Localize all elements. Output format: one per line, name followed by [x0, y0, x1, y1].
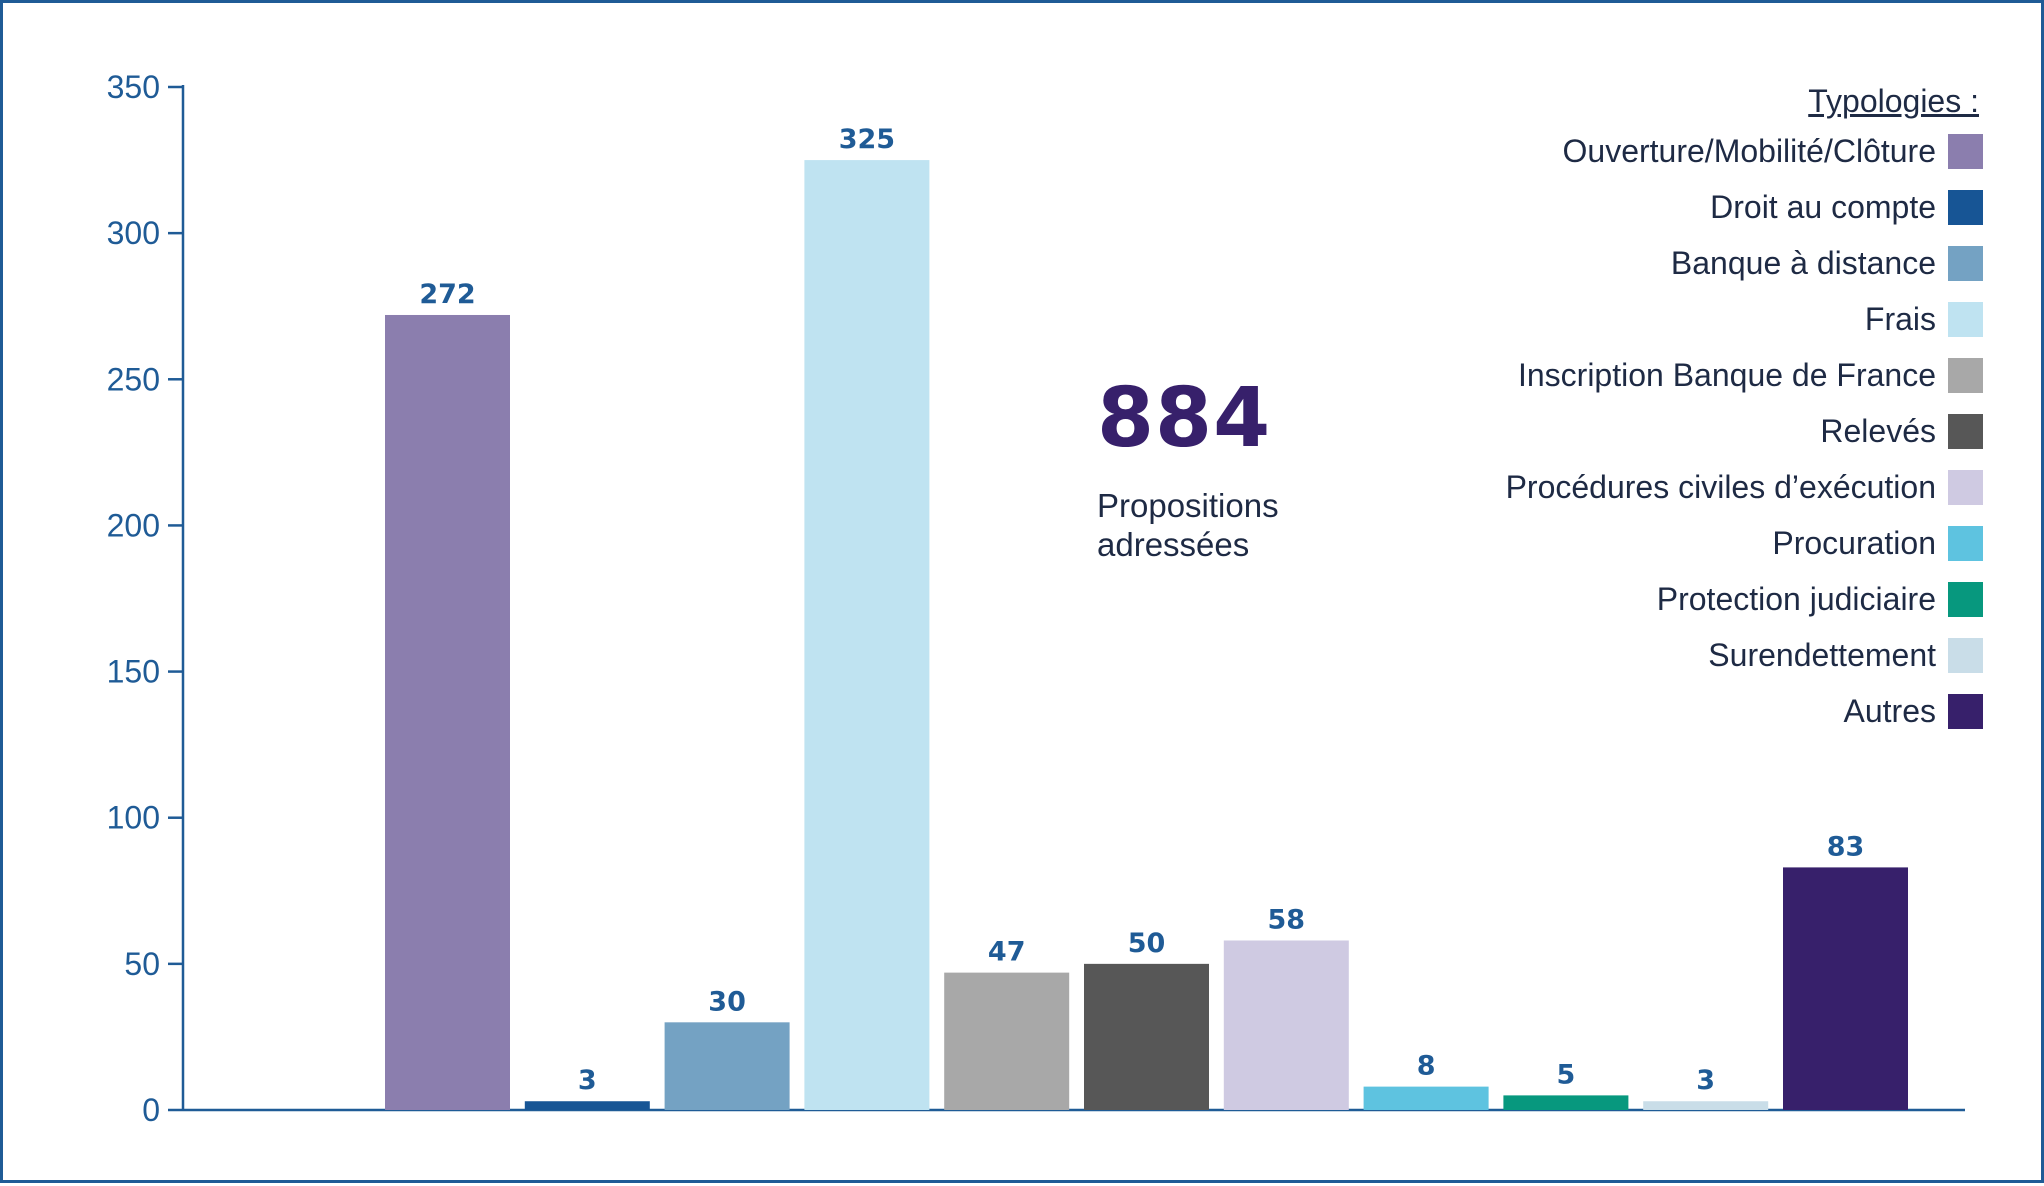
bars — [385, 160, 1908, 1111]
y-tick-label: 100 — [107, 800, 160, 836]
legend-label: Droit au compte — [1710, 188, 1936, 225]
bar-value-label: 58 — [1268, 904, 1306, 935]
legend-title: Typologies : — [1808, 83, 1979, 119]
y-tick-label: 350 — [107, 69, 160, 105]
legend-swatch — [1948, 469, 1983, 505]
legend-label: Autres — [1843, 692, 1936, 729]
bar — [1223, 940, 1349, 1110]
bar-value-label: 325 — [839, 124, 895, 155]
bar — [1783, 867, 1908, 1110]
legend-swatch — [1948, 581, 1983, 617]
y-tick-label: 0 — [142, 1092, 160, 1128]
bar-value-label: 3 — [1696, 1065, 1715, 1096]
bar — [1084, 963, 1209, 1110]
legend-item: Procuration — [1772, 515, 1983, 571]
legend-swatch — [1948, 189, 1983, 225]
legend-swatch — [1948, 133, 1983, 169]
bar — [804, 160, 930, 1111]
bar-value-label: 83 — [1827, 831, 1865, 862]
legend-item: Protection judiciaire — [1657, 571, 1983, 627]
bar — [385, 314, 510, 1110]
bar — [664, 1022, 790, 1110]
bar-chart: 0 50 100 150 200 250 300 350 272 3 30 325 47 50 58 8 5 3… — [107, 69, 1965, 1128]
legend-label: Frais — [1864, 300, 1936, 337]
y-tick-label: 200 — [107, 507, 160, 543]
legend-label: Surendettement — [1708, 636, 1936, 673]
legend-label: Ouverture/Mobilité/Clôture — [1562, 132, 1936, 169]
bar — [944, 972, 1070, 1110]
legend-swatch — [1948, 637, 1983, 673]
legend-item: Droit au compte — [1710, 179, 1983, 235]
bar-value-label: 8 — [1417, 1051, 1436, 1082]
total-summary: 884 Propositions adressées — [1097, 378, 1357, 564]
y-tick-label: 250 — [107, 361, 160, 397]
legend-item: Frais — [1865, 291, 1983, 347]
y-tick-label: 150 — [107, 654, 160, 690]
value-labels: 272 3 30 325 47 50 58 8 5 3 83 — [419, 124, 1864, 1096]
legend: Typologies : Ouverture/Mobilité/Clôture D… — [1506, 79, 1983, 739]
bar — [1643, 1101, 1769, 1110]
legend-label: Inscription Banque de France — [1517, 356, 1936, 393]
legend-item: Surendettement — [1708, 627, 1983, 683]
y-tick-label: 50 — [124, 946, 160, 982]
legend-item: Procédures civiles d’exécution — [1506, 459, 1983, 515]
legend-label: Procédures civiles d’exécution — [1505, 468, 1936, 505]
bar-value-label: 3 — [578, 1065, 597, 1096]
legend-item: Inscription Banque de France — [1518, 347, 1983, 403]
bar-value-label: 47 — [988, 937, 1026, 968]
legend-item: Banque à distance — [1671, 235, 1983, 291]
legend-swatch — [1948, 301, 1983, 337]
legend-swatch — [1948, 413, 1983, 449]
bar — [524, 1101, 650, 1110]
total-caption-line1: Propositions — [1097, 487, 1279, 524]
legend-label: Relevés — [1820, 412, 1936, 449]
legend-swatch — [1948, 357, 1983, 393]
bar-value-label: 30 — [708, 986, 746, 1017]
legend-label: Procuration — [1772, 524, 1936, 561]
bar — [1363, 1086, 1489, 1110]
total-caption-line2: adressées — [1097, 526, 1250, 563]
total-value: 884 — [1097, 371, 1272, 466]
legend-label: Protection judiciaire — [1656, 580, 1936, 617]
y-tick-label: 300 — [107, 215, 160, 251]
bar — [1503, 1095, 1629, 1110]
legend-item: Ouverture/Mobilité/Clôture — [1563, 123, 1983, 179]
legend-swatch — [1948, 245, 1983, 281]
legend-item: Relevés — [1820, 403, 1983, 459]
legend-label: Banque à distance — [1670, 244, 1936, 281]
legend-swatch — [1948, 525, 1983, 561]
bar-value-label: 50 — [1128, 928, 1166, 959]
legend-item: Autres — [1844, 683, 1983, 739]
bar-value-label: 5 — [1557, 1059, 1576, 1090]
bar-value-label: 272 — [419, 279, 475, 310]
total-caption: Propositions adressées — [1097, 486, 1357, 564]
legend-swatch — [1948, 693, 1983, 729]
